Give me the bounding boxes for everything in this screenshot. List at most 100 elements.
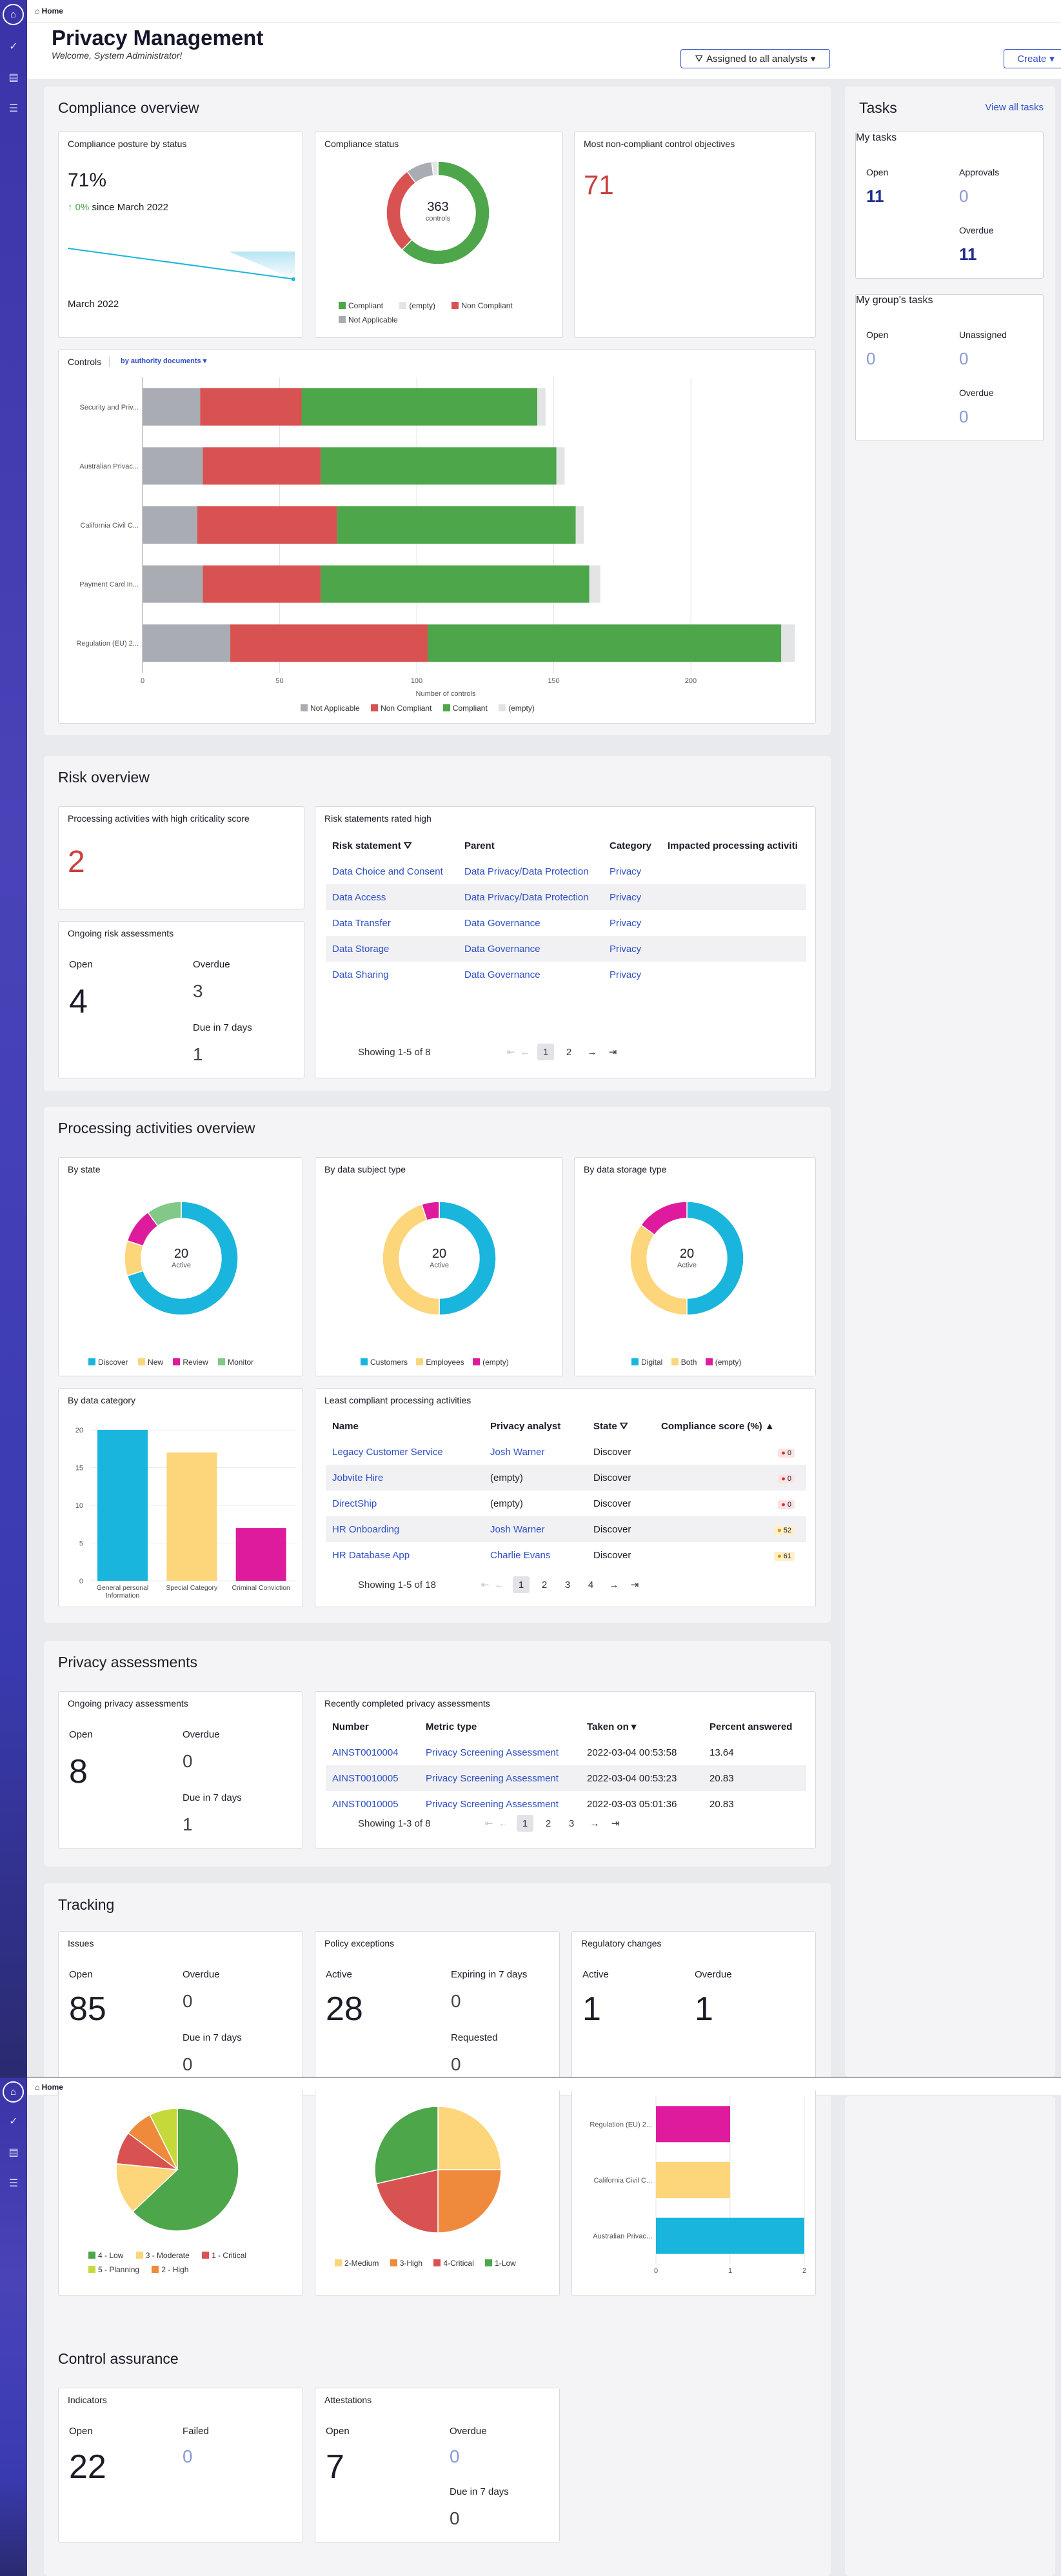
legend-item[interactable]: 1 - Critical [202,2251,246,2260]
clipboard-icon[interactable]: ▤ [8,2147,19,2158]
home-icon[interactable]: ⌂ [3,2081,24,2103]
legend-item[interactable]: New [138,1358,163,1367]
legend-item[interactable]: (empty) [499,704,535,713]
column-header[interactable]: Privacy analyst [490,1420,561,1432]
legend-item[interactable]: Compliant [442,704,488,713]
column-header[interactable]: Taken on ▾ [587,1721,637,1732]
activity-link[interactable]: Legacy Customer Service [332,1446,443,1458]
first-page-icon[interactable]: ⇤ [481,1580,490,1590]
table-row[interactable]: Data Choice and Consent Data Privacy/Data… [326,858,806,884]
parent-link[interactable]: Data Privacy/Data Protection [458,884,603,910]
metric-type-link[interactable]: Privacy Screening Assessment [426,1747,559,1758]
category-link[interactable]: Privacy [603,884,661,910]
legend-item[interactable]: 3-High [390,2259,422,2268]
create-button[interactable]: Create ▾ [1004,49,1061,68]
risk-statement-link[interactable]: Data Transfer [332,917,391,929]
exceptions-active-count[interactable]: 28 [326,1990,363,2028]
group-unassigned-count[interactable]: 0 [959,349,969,368]
metric-type-link[interactable]: Privacy Screening Assessment [426,1798,559,1810]
category-link[interactable]: Privacy [603,936,661,962]
legend-item[interactable]: Customers [361,1358,408,1367]
assessment-number-link[interactable]: AINST0010005 [326,1765,419,1791]
legend-item[interactable]: Not Applicable [301,704,360,713]
last-page-icon[interactable]: ⇥ [630,1580,639,1590]
legend-item[interactable]: 4-Critical [433,2259,474,2268]
view-all-tasks-link[interactable]: View all tasks [985,102,1044,113]
column-header[interactable]: Metric type [426,1721,477,1732]
legend-item[interactable]: (empty) [473,1358,509,1367]
compliance-status-donut[interactable] [383,158,493,268]
indicators-open-count[interactable]: 22 [69,2448,106,2486]
risk-statement-link[interactable]: Data Access [326,884,458,910]
prev-page-icon[interactable]: ← [494,1579,504,1590]
column-header[interactable]: Category [610,840,652,851]
objectives-value[interactable]: 71 [584,170,614,200]
table-row[interactable]: AINST0010005 Privacy Screening Assessment… [326,1765,806,1791]
activity-link[interactable]: HR Database App [332,1549,410,1561]
legend-item[interactable]: 3 - Moderate [135,2251,190,2260]
parent-link[interactable]: Data Governance [464,917,540,929]
last-page-icon[interactable]: ⇥ [611,1818,620,1829]
column-header[interactable]: Number [332,1721,369,1732]
analyst-cell[interactable]: Josh Warner [490,1446,545,1458]
prev-page-icon[interactable]: ← [520,1046,530,1058]
group-open-count[interactable]: 0 [866,349,876,368]
high-criticality-value[interactable]: 2 [68,845,85,879]
column-header[interactable]: State ⛛ [593,1420,628,1432]
legend-item[interactable]: 2-Medium [335,2259,379,2268]
risk-open-count[interactable]: 4 [69,983,88,1020]
table-row[interactable]: Data Sharing Data Governance Privacy [326,962,806,987]
legend-item[interactable]: Monitor [218,1358,253,1367]
legend-item[interactable]: 1-Low [485,2259,516,2268]
exceptions-requested-count[interactable]: 0 [451,2054,461,2074]
privacy-overdue-count[interactable]: 0 [183,1751,193,1771]
issues-open-count[interactable]: 85 [69,1990,106,2028]
first-page-icon[interactable]: ⇤ [484,1818,493,1829]
column-header[interactable]: Percent answered [709,1721,793,1732]
category-link[interactable]: Privacy [610,866,642,877]
analyst-cell[interactable]: Josh Warner [484,1516,587,1542]
list-icon[interactable]: ☰ [8,2178,19,2189]
regulatory-bar-chart[interactable]: 0 1 2 Regulation (EU) 2... California Civil … [572,2090,817,2296]
breadcrumb[interactable]: ⌂ Home [35,6,63,15]
issues-due-count[interactable]: 0 [183,2054,193,2074]
privacy-due-count[interactable]: 1 [183,1814,193,1834]
attestations-overdue-count[interactable]: 0 [450,2446,460,2466]
page-button[interactable]: 2 [545,1818,551,1829]
controls-stacked-bar-chart[interactable]: 0 50 100 150 200 Security and Priv... Australi… [59,370,817,705]
activity-link[interactable]: DirectShip [332,1498,377,1509]
legend-item[interactable]: Non Compliant [451,301,513,310]
risk-due-count[interactable]: 1 [193,1044,203,1064]
page-button[interactable]: 1 [513,1576,530,1593]
attestations-due-count[interactable]: 0 [450,2508,460,2528]
first-page-icon[interactable]: ⇤ [506,1047,515,1058]
attestations-open-count[interactable]: 7 [326,2448,344,2486]
prev-page-icon[interactable]: ← [498,1818,508,1829]
legend-item[interactable]: (empty) [399,301,435,310]
column-header[interactable]: Parent [464,840,495,851]
analyst-cell[interactable]: Charlie Evans [490,1549,551,1561]
page-button[interactable]: 2 [541,1579,548,1590]
by-state-donut[interactable] [123,1200,239,1316]
page-button[interactable]: 3 [568,1818,575,1829]
next-page-icon[interactable]: → [609,1579,619,1590]
legend-item[interactable]: 4 - Low [88,2251,123,2260]
regulatory-active-count[interactable]: 1 [582,1990,601,2028]
assessment-number-link[interactable]: AINST0010005 [332,1798,399,1810]
exceptions-expiring-count[interactable]: 0 [451,1991,461,2011]
column-header[interactable]: Name [332,1420,359,1432]
parent-link[interactable]: Data Privacy/Data Protection [464,866,589,877]
legend-item[interactable]: Compliant [339,301,383,310]
page-button[interactable]: 1 [517,1815,533,1832]
column-header[interactable]: Compliance score (%) ▲ [661,1420,775,1432]
page-button[interactable]: 2 [566,1046,572,1058]
risk-statement-link[interactable]: Data Sharing [332,969,389,980]
column-header[interactable]: Risk statement ⛛ [332,840,412,851]
legend-item[interactable]: (empty) [705,1358,741,1367]
legend-item[interactable]: 2 - High [152,2265,188,2274]
category-link[interactable]: Privacy [610,917,642,929]
my-open-count[interactable]: 11 [866,186,884,206]
column-header[interactable]: Impacted processing activiti [668,840,798,851]
by-storage-donut[interactable] [629,1200,745,1316]
regulatory-overdue-count[interactable]: 1 [695,1990,713,2028]
